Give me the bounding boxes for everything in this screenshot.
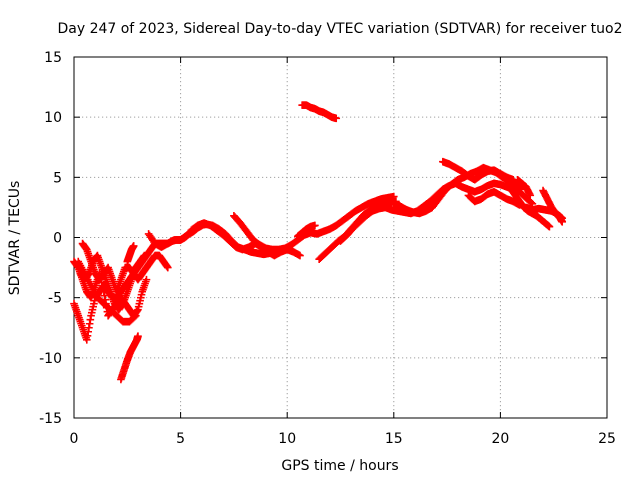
series-trace-05: [74, 257, 140, 326]
data-point: [311, 221, 319, 230]
data-point: [527, 199, 536, 207]
series-trace-14: [336, 179, 537, 245]
y-tick-label: -10: [39, 351, 62, 367]
y-axis-label: SDTVAR / TECUs: [7, 181, 23, 296]
chart-title: Day 247 of 2023, Sidereal Day-to-day VTE…: [57, 21, 622, 37]
y-tick-label: 5: [53, 170, 62, 186]
series-trace-09: [187, 219, 304, 260]
series-trace-07: [123, 242, 138, 266]
data-point: [558, 218, 567, 226]
data-point: [134, 332, 142, 340]
data-point: [130, 312, 139, 321]
data-point: [132, 311, 140, 320]
series-trace-04: [76, 251, 149, 314]
series-trace-17: [464, 187, 524, 209]
y-tick-label: 15: [44, 50, 62, 66]
x-tick-label: 0: [70, 431, 79, 447]
data-point: [545, 222, 554, 231]
data-point: [526, 191, 535, 200]
x-tick-labels: 0 5 10 15 20 25: [70, 431, 616, 447]
data-point: [129, 242, 138, 250]
data-points: [70, 101, 567, 384]
x-tick-label: 5: [176, 431, 185, 447]
data-point: [142, 275, 151, 284]
series-trace-10: [230, 192, 398, 254]
series-trace-21: [513, 175, 535, 200]
x-tick-label: 25: [598, 431, 616, 447]
y-tick-label: -5: [48, 291, 62, 307]
data-point: [164, 263, 172, 272]
data-point: [528, 200, 537, 208]
series-trace-20: [539, 186, 567, 226]
y-tick-labels: -15 -10 -5 0 5 10 15: [39, 50, 62, 427]
data-point: [296, 251, 304, 260]
series-trace-11: [298, 101, 341, 123]
y-tick-label: 10: [44, 110, 62, 126]
x-tick-label: 20: [491, 431, 509, 447]
series-trace-16: [439, 157, 517, 184]
x-axis-label: GPS time / hours: [281, 458, 398, 474]
series-trace-06: [117, 332, 142, 384]
y-tick-label: 0: [53, 231, 62, 247]
data-point: [332, 114, 341, 123]
data-point: [140, 251, 149, 260]
x-tick-label: 15: [385, 431, 403, 447]
y-tick-label: -15: [39, 411, 62, 427]
series-trace-12: [294, 221, 319, 241]
x-tick-label: 10: [278, 431, 296, 447]
axis-ticks: [73, 56, 608, 419]
